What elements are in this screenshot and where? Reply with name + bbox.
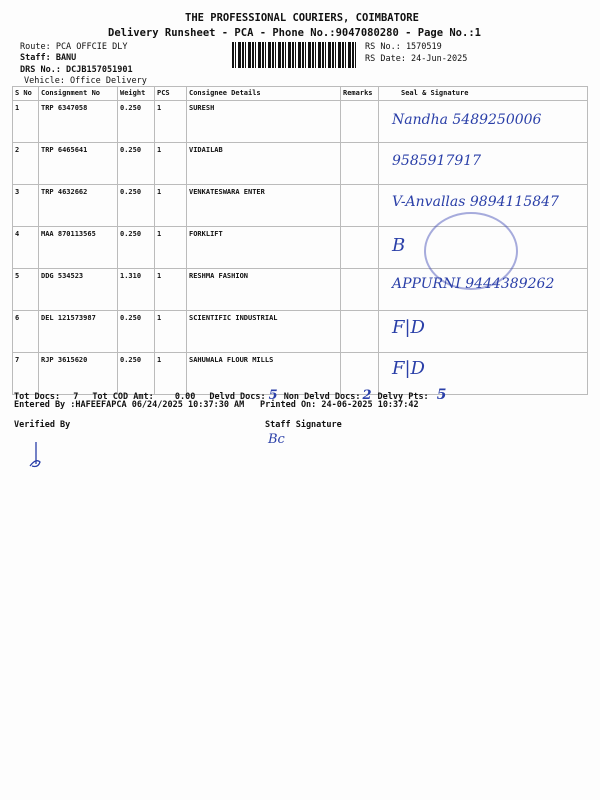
cell-weight: 0.250: [117, 226, 155, 269]
cell-cn: TRP 4632662: [38, 184, 118, 227]
company-seal-stamp: [424, 212, 518, 290]
handwritten-signature: 9585917917: [392, 153, 482, 169]
verifier-signature: [29, 442, 41, 468]
cell-consignee: SAHUWALA FLOUR MILLS: [186, 352, 341, 395]
table-row: 7 RJP 3615620 0.250 1 SAHUWALA FLOUR MILLS: [12, 352, 588, 395]
cell-pcs: 1: [154, 268, 187, 311]
cell-weight: 0.250: [117, 100, 155, 143]
company-name: THE PROFESSIONAL COURIERS, COIMBATORE: [185, 12, 419, 24]
handwritten-signature: F|D: [392, 317, 425, 338]
cell-remarks: [340, 310, 379, 353]
cell-cn: MAA 870113565: [38, 226, 118, 269]
cell-pcs: 1: [154, 142, 187, 185]
delvd-label: Delvd Docs:: [209, 392, 266, 402]
cell-cn: DDG 534523: [38, 268, 118, 311]
cell-consignee: VIDAILAB: [186, 142, 341, 185]
rs-number: RS No.: 1570519: [365, 42, 442, 52]
col-consignee: Consignee Details: [186, 86, 341, 101]
document-title: Delivery Runsheet - PCA - Phone No.:9047…: [108, 27, 481, 39]
runsheet-table: S No Consignment No Weight PCS Consignee…: [12, 86, 588, 395]
tot-docs-label: Tot Docs:: [14, 392, 61, 402]
cell-consignee: SCIENTIFIC INDUSTRIAL: [186, 310, 341, 353]
col-pcs: PCS: [154, 86, 187, 101]
cell-remarks: [340, 100, 379, 143]
handwritten-signature: Nandha 5489250006: [392, 112, 542, 128]
rs-date: RS Date: 24-Jun-2025: [365, 54, 468, 64]
entered-by: Entered By :HAFEEFAPCA 06/24/2025 10:37:…: [14, 400, 245, 410]
delvy-pts: 5: [436, 387, 447, 403]
cell-sno: 6: [12, 310, 39, 353]
vehicle: Vehicle: Office Delivery: [24, 76, 147, 86]
verified-by-label: Verified By: [14, 420, 71, 430]
table-row: 2 TRP 6465641 0.250 1 VIDAILAB: [12, 142, 588, 185]
handwritten-signature: V-Anvallas 9894115847: [392, 194, 559, 210]
tot-docs: 7: [73, 392, 79, 402]
col-consignment: Consignment No: [38, 86, 118, 101]
delvd-docs: 5: [268, 388, 278, 403]
cell-pcs: 1: [154, 184, 187, 227]
cell-weight: 0.250: [117, 142, 155, 185]
route: Route: PCA OFFCIE DLY: [20, 42, 128, 52]
non-delvd-docs: 2: [362, 388, 372, 403]
staff: Staff: BANU: [20, 53, 77, 63]
cell-weight: 0.250: [117, 310, 155, 353]
cell-sno: 3: [12, 184, 39, 227]
staff-signature: Bc: [268, 432, 285, 447]
handwritten-signature: APPURNI 9444389262: [392, 276, 555, 292]
cod-label: Tot COD Amt:: [92, 392, 154, 402]
cell-consignee: VENKATESWARA ENTER: [186, 184, 341, 227]
delvy-pts-label: Delvy Pts:: [377, 392, 429, 402]
col-sno: S No: [12, 86, 39, 101]
cell-weight: 0.250: [117, 184, 155, 227]
cell-sno: 4: [12, 226, 39, 269]
cell-pcs: 1: [154, 352, 187, 395]
table-header: S No Consignment No Weight PCS Consignee…: [12, 86, 588, 101]
cell-weight: 0.250: [117, 352, 155, 395]
non-delvd-label: Non Delvd Docs:: [283, 392, 361, 402]
cell-consignee: FORKLIFT: [186, 226, 341, 269]
cell-remarks: [340, 142, 379, 185]
cell-consignee: SURESH: [186, 100, 341, 143]
col-weight: Weight: [117, 86, 155, 101]
table-row: 6 DEL 121573987 0.250 1 SCIENTIFIC INDUSTRIA…: [12, 310, 588, 353]
table-row: 3 TRP 4632662 0.250 1 VENKATESWARA ENTER: [12, 184, 588, 227]
cell-cn: DEL 121573987: [38, 310, 118, 353]
cell-seal: [378, 310, 588, 353]
totals-line: Tot Docs: 7 Tot COD Amt: 0.00 Delvd Docs: 5…: [14, 387, 446, 403]
cell-remarks: [340, 268, 379, 311]
table-row: 1 TRP 6347058 0.250 1 SURESH: [12, 100, 588, 143]
cell-sno: 5: [12, 268, 39, 311]
drs-number: DRS No.: DCJB157051901: [20, 65, 133, 75]
cell-seal: [378, 352, 588, 395]
col-remarks: Remarks: [340, 86, 379, 101]
cell-remarks: [340, 226, 379, 269]
barcode: [232, 42, 357, 68]
cell-pcs: 1: [154, 100, 187, 143]
handwritten-signature: B: [392, 235, 406, 256]
cell-remarks: [340, 184, 379, 227]
cell-sno: 1: [12, 100, 39, 143]
cell-sno: 2: [12, 142, 39, 185]
printed-on: Printed On: 24-06-2025 10:37:42: [260, 400, 419, 410]
cell-cn: TRP 6465641: [38, 142, 118, 185]
staff-signature-label: Staff Signature: [265, 420, 342, 430]
cell-pcs: 1: [154, 226, 187, 269]
cell-weight: 1.310: [117, 268, 155, 311]
handwritten-signature: F|D: [392, 358, 425, 379]
cell-consignee: RESHMA FASHION: [186, 268, 341, 311]
cell-cn: TRP 6347058: [38, 100, 118, 143]
cell-pcs: 1: [154, 310, 187, 353]
col-seal-signature: Seal & Signature: [378, 86, 588, 101]
cell-sno: 7: [12, 352, 39, 395]
cod-amount: 0.00: [174, 392, 196, 402]
